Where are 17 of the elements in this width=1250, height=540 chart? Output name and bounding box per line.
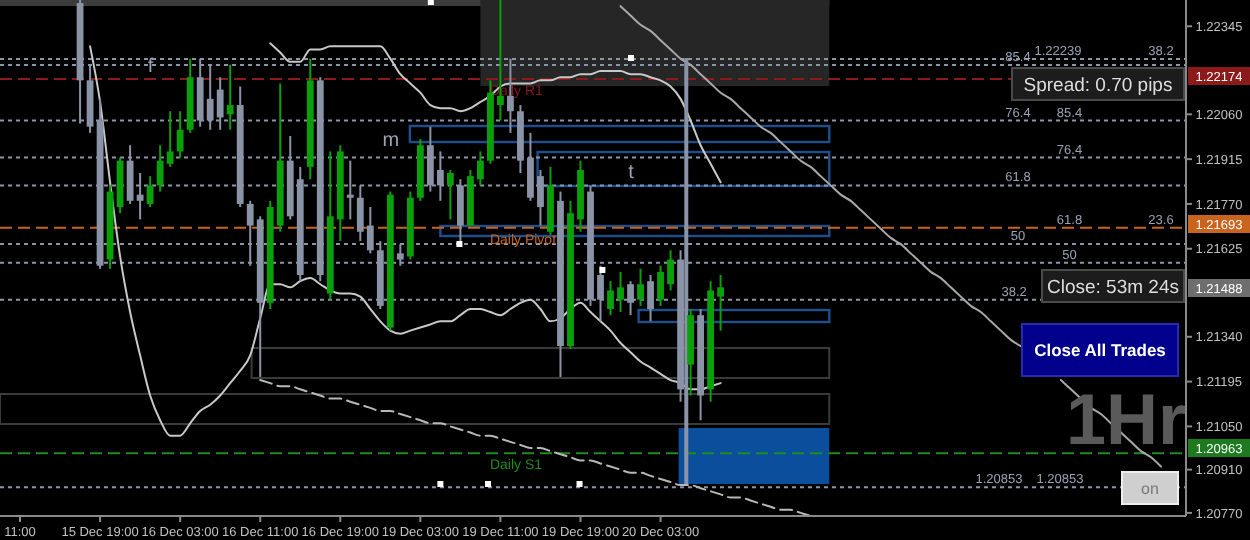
annotation: t xyxy=(628,162,635,184)
annotation: Close All Trades xyxy=(1034,340,1167,360)
annotation: Spread: 0.70 pips xyxy=(1023,75,1173,97)
annotation: f xyxy=(147,56,154,78)
candlestick xyxy=(116,156,124,215)
line-series xyxy=(259,379,812,517)
annotation: m xyxy=(382,130,400,152)
annotation: Close: 53m 24s xyxy=(1046,277,1180,299)
annotation: on xyxy=(1141,480,1159,498)
candlestick xyxy=(446,168,454,221)
candlestick xyxy=(547,165,554,236)
candlestick xyxy=(226,63,234,131)
candlestick xyxy=(637,267,644,307)
candlestick xyxy=(146,175,154,209)
candlestick xyxy=(176,110,184,159)
line-series xyxy=(89,45,722,437)
line-series xyxy=(269,42,722,184)
